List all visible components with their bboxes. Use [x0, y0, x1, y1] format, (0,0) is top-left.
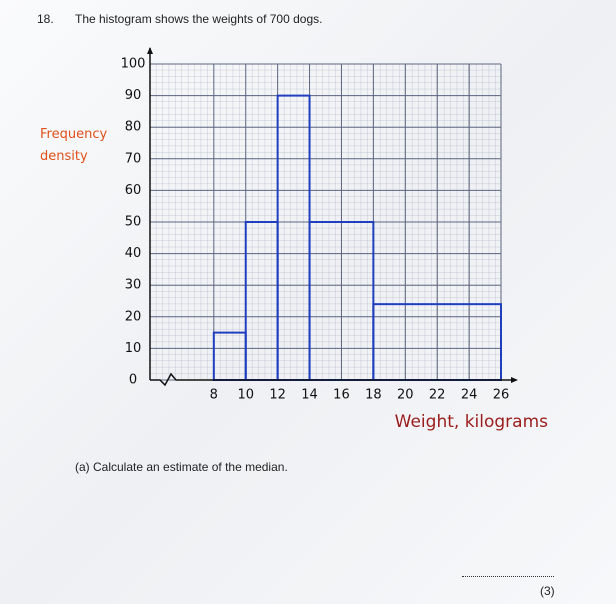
- x-tick-label: 8: [210, 388, 218, 403]
- answer-line: [462, 576, 554, 577]
- x-tick-label: 20: [397, 388, 414, 403]
- x-tick-label: 26: [493, 388, 510, 403]
- y-tick-label: 20: [125, 309, 142, 324]
- y-axis-label: Frequency density: [40, 127, 108, 164]
- x-tick-label: 14: [301, 388, 318, 403]
- x-axis: [150, 372, 513, 387]
- y-tick-label: 40: [125, 246, 142, 261]
- x-axis-label: Weight, kilograms: [395, 412, 548, 432]
- question-number: 18.: [37, 12, 54, 26]
- y-tick-label: 100: [121, 57, 146, 72]
- y-tick-label: 60: [125, 183, 142, 198]
- x-tick-label: 24: [461, 388, 478, 403]
- y-tick-label: 80: [125, 120, 142, 135]
- y-tick-label: 70: [125, 151, 142, 166]
- question-part-a: (a) Calculate an estimate of the median.: [75, 460, 288, 474]
- x-tick-label: 10: [237, 388, 254, 403]
- x-tick-label: 16: [333, 388, 350, 403]
- question-intro: The histogram shows the weights of 700 d…: [75, 12, 323, 26]
- x-tick-label: 22: [429, 388, 446, 403]
- y-tick-label: 0: [129, 373, 137, 388]
- y-axis-arrow: [147, 47, 153, 54]
- y-tick-label: 90: [125, 88, 142, 103]
- y-tick-label: 30: [125, 278, 142, 293]
- y-tick-label: 50: [125, 215, 142, 230]
- y-tick-label: 10: [125, 341, 142, 356]
- x-tick-label: 12: [269, 388, 286, 403]
- marks: (3): [540, 584, 555, 598]
- x-axis-arrow: [511, 377, 518, 383]
- x-tick-label: 18: [365, 388, 382, 403]
